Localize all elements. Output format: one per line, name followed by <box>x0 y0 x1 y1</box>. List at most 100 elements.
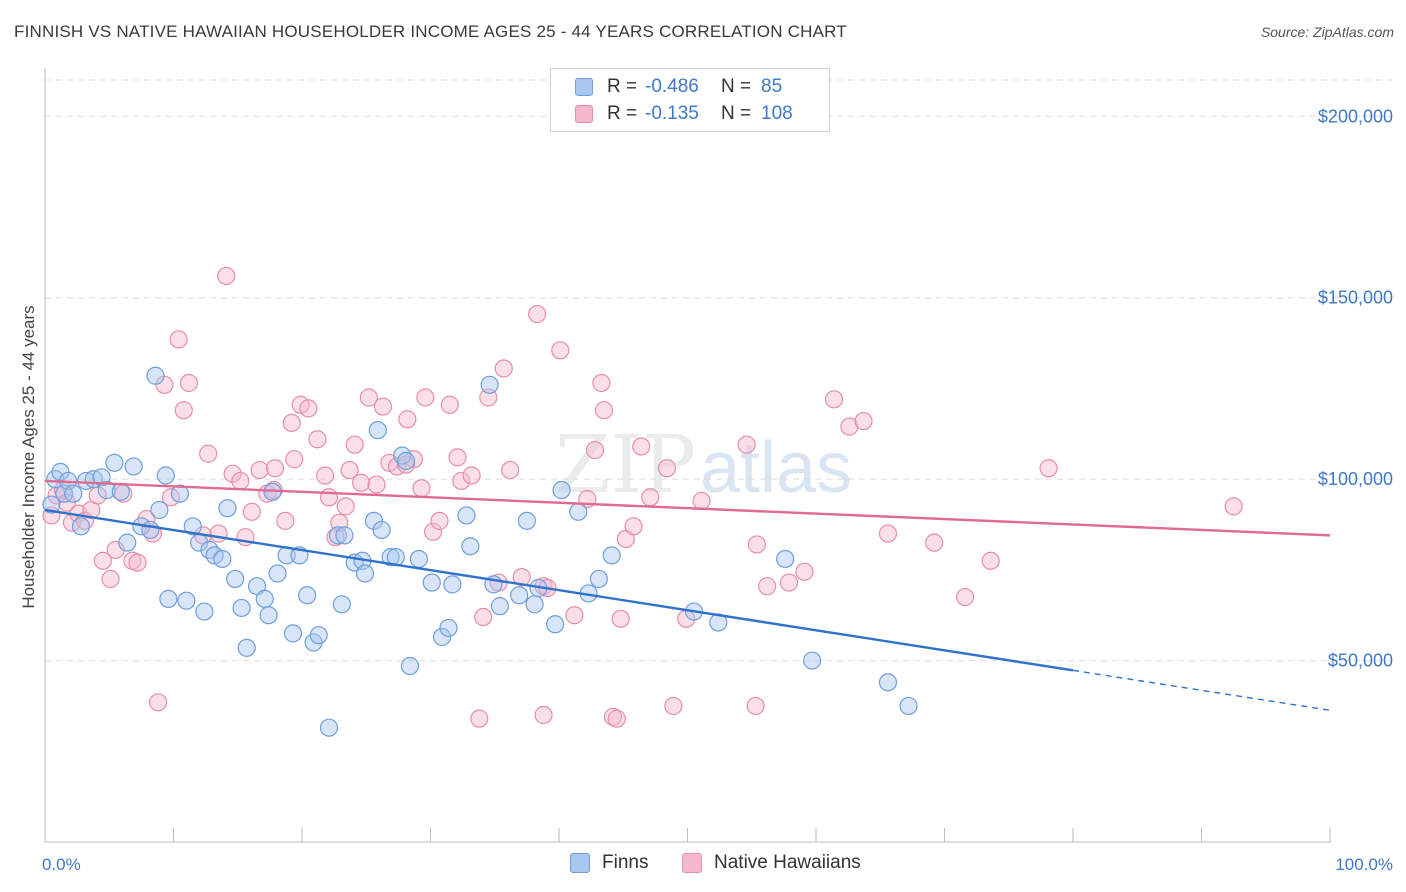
hawaiian-point <box>345 435 364 454</box>
legend-label-hawaiians: Native Hawaiians <box>714 852 861 873</box>
hawaiian-point <box>594 401 614 420</box>
finns-trend-extension <box>1072 669 1331 711</box>
r-value: -0.486 <box>645 76 699 97</box>
finn-point <box>195 602 214 621</box>
hawaiian-point <box>326 528 345 547</box>
finn-point <box>124 457 143 476</box>
hawaiian-point <box>692 491 711 511</box>
legend-row-hawaiians: R = -0.135 N = 108 <box>575 103 793 125</box>
finn-point <box>237 638 256 657</box>
finn-point <box>156 466 175 485</box>
hawaiian-point <box>746 696 765 716</box>
hawaiian-point <box>758 577 777 596</box>
legend-label-finns: Finns <box>602 852 649 873</box>
hawaiian-point <box>452 471 471 491</box>
hawaiian-point <box>223 464 242 483</box>
hawaiian-point <box>398 410 417 429</box>
finn-point <box>364 511 384 530</box>
hawaiian-point <box>624 517 643 536</box>
hawaiian-point <box>367 475 386 494</box>
n-value: 85 <box>761 76 783 97</box>
r-label: R = <box>607 76 638 97</box>
finn-point <box>232 598 251 618</box>
finn-point <box>546 615 565 634</box>
hawaiian-point <box>501 460 520 480</box>
finns-swatch <box>575 78 593 96</box>
finn-point <box>255 589 274 608</box>
finn-point <box>71 517 91 536</box>
finn-point <box>372 520 391 540</box>
finn-point <box>878 673 898 692</box>
hawaiians-swatch <box>575 105 593 123</box>
finn-point <box>105 453 124 472</box>
hawaiian-point <box>373 397 393 416</box>
finn-point <box>490 597 509 616</box>
hawaiian-point <box>169 330 188 349</box>
trend-lines <box>44 479 1331 711</box>
source-label: Source: ZipAtlas.com <box>1260 24 1394 40</box>
finn-point <box>552 480 571 500</box>
finn-point <box>64 484 83 503</box>
finn-point <box>213 549 232 569</box>
finn-point <box>111 482 130 501</box>
finn-point <box>97 480 116 500</box>
finn-point <box>381 548 400 567</box>
hawaiian-point <box>632 437 651 456</box>
y-tick-label: $150,000 <box>1318 288 1393 308</box>
finn-point <box>146 366 165 385</box>
hawaiian-point <box>657 459 677 478</box>
finn-point <box>776 549 795 569</box>
finn-point <box>432 627 452 647</box>
hawaiian-point <box>737 435 756 454</box>
finn-point <box>298 586 317 605</box>
finn-point <box>226 569 245 589</box>
hawaiian-point <box>179 373 199 393</box>
hawaiian-point <box>359 388 378 407</box>
finn-point <box>118 533 137 552</box>
finn-point <box>400 656 420 676</box>
hawaiian-point <box>285 450 304 469</box>
legend-row-finns: R = -0.486 N = 85 <box>575 76 782 98</box>
finns-swatch <box>570 853 590 873</box>
finn-point <box>443 575 462 594</box>
hawaiian-point <box>387 457 407 476</box>
hawaiian-point <box>340 460 359 480</box>
x-tick-label: 0.0% <box>42 855 81 874</box>
watermark-zip: ZIP <box>555 418 696 511</box>
axes <box>44 68 1331 843</box>
hawaiian-point <box>412 479 431 498</box>
hawaiian-point <box>779 573 799 592</box>
finn-point <box>396 451 416 471</box>
hawaiian-point <box>319 488 339 507</box>
finn-point <box>268 564 287 583</box>
hawaiians-swatch <box>682 853 702 873</box>
finn-point <box>461 537 480 556</box>
finn-point <box>602 546 621 565</box>
hawaiian-point <box>209 524 228 543</box>
hawaiian-point <box>276 511 295 530</box>
gridlines <box>45 79 1392 662</box>
hawaiian-point <box>316 466 335 485</box>
hawaiian-point <box>352 473 371 492</box>
y-tick-label: $100,000 <box>1318 469 1393 489</box>
hawaiian-point <box>282 413 301 432</box>
hawaiian-point <box>565 606 584 625</box>
hawaiian-point <box>585 441 605 460</box>
finn-point <box>899 696 918 716</box>
hawaiian-point <box>242 502 261 521</box>
hawaiian-point <box>308 430 327 449</box>
finn-point <box>335 526 354 545</box>
hawaiian-point <box>430 511 449 530</box>
finn-point <box>328 526 348 545</box>
hawaiian-point <box>231 471 250 491</box>
hawaiian-point <box>1039 459 1058 478</box>
n-value: 108 <box>761 103 793 124</box>
hawaiian-point <box>664 696 683 716</box>
hawaiian-point <box>955 587 975 607</box>
hawaiian-point <box>106 540 125 560</box>
watermark-atlas: atlas <box>700 428 852 508</box>
hawaiian-point <box>854 411 873 431</box>
finn-point <box>510 586 529 605</box>
finn-point <box>803 651 822 670</box>
finn-point <box>218 499 237 518</box>
